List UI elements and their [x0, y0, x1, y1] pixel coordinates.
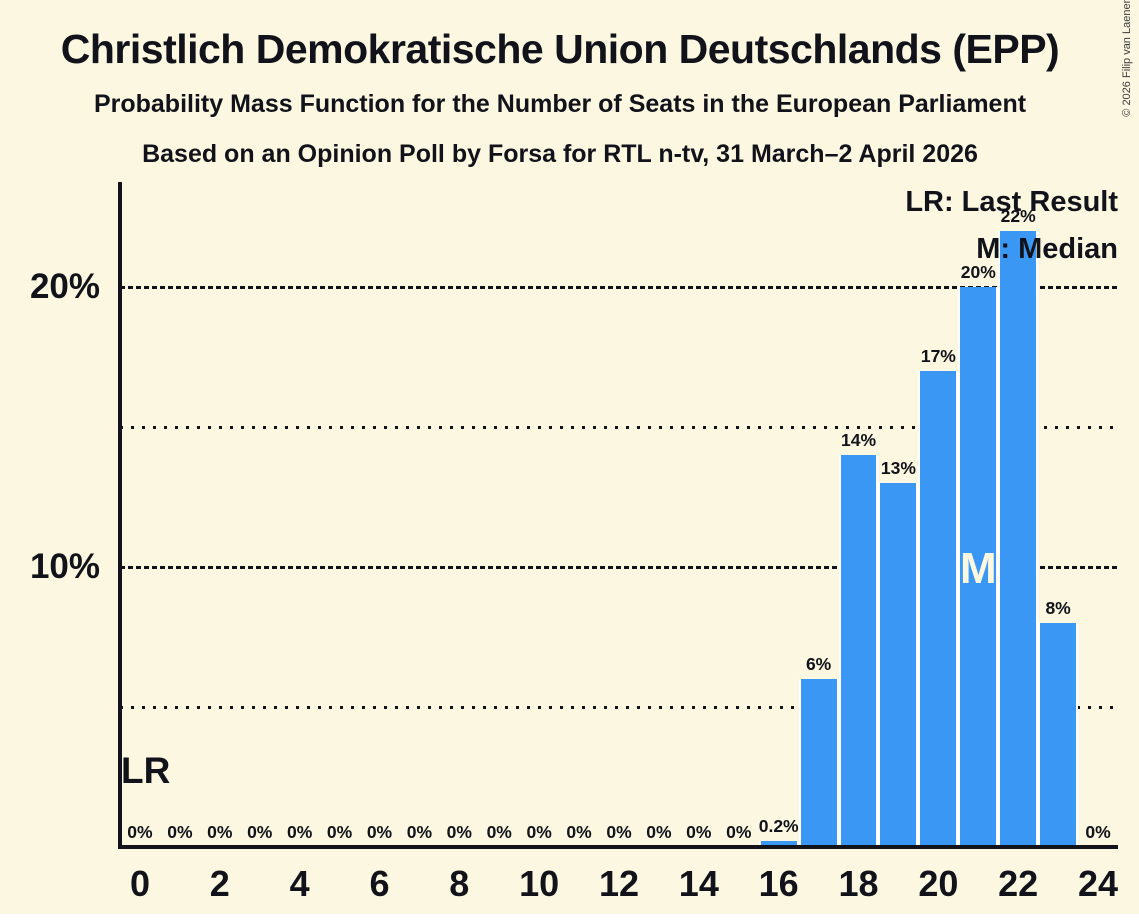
bar-value-label-seat-10: 0%	[526, 822, 552, 842]
bar-value-label-seat-22: 22%	[1000, 206, 1036, 226]
bar-value-label-seat-0: 0%	[127, 822, 153, 842]
x-axis-label-14: 14	[678, 863, 719, 904]
x-axis-label-22: 22	[998, 863, 1039, 904]
bar-value-label-seat-14: 0%	[686, 822, 712, 842]
x-axis-label-2: 2	[209, 863, 230, 904]
x-axis-label-0: 0	[129, 863, 150, 904]
x-axis-label-6: 6	[369, 863, 390, 904]
y-axis-label-20pct: 20%	[29, 267, 100, 306]
chart-subtitle: Probability Mass Function for the Number…	[93, 90, 1027, 118]
last-result-marker: LR	[121, 750, 171, 791]
bar-value-label-seat-8: 0%	[446, 822, 472, 842]
bar-value-label-seat-18: 14%	[841, 430, 877, 450]
bar-value-label-seat-9: 0%	[486, 822, 512, 842]
x-axis-label-24: 24	[1078, 863, 1119, 904]
y-axis-line	[118, 182, 122, 848]
x-axis-label-10: 10	[519, 863, 560, 904]
x-axis-label-18: 18	[838, 863, 879, 904]
chart-source-line: Based on an Opinion Poll by Forsa for RT…	[142, 140, 978, 168]
bar-value-label-seat-1: 0%	[167, 822, 193, 842]
bar-value-label-seat-4: 0%	[286, 822, 313, 842]
legend-last-result: LR: Last Result	[905, 186, 1118, 218]
bar-value-label-seat-15: 0%	[726, 822, 752, 842]
bar-seat-18	[838, 455, 879, 847]
bar-value-label-seat-11: 0%	[566, 822, 592, 842]
bar-value-label-seat-20: 17%	[920, 346, 956, 366]
bottom-margin	[0, 914, 1139, 924]
gridline-5pct	[120, 705, 1118, 709]
x-axis-label-4: 4	[289, 863, 310, 904]
bar-seat-16	[758, 841, 799, 847]
bar-value-label-seat-2: 0%	[207, 822, 233, 842]
bar-seat-17	[798, 679, 839, 847]
bar-seat-22	[998, 231, 1039, 847]
gridline-20pct	[120, 285, 1118, 289]
bar-value-label-seat-23: 8%	[1045, 598, 1071, 618]
x-axis-line	[118, 845, 1118, 849]
bar-value-label-seat-7: 0%	[406, 822, 433, 842]
bar-value-label-seat-17: 6%	[805, 654, 832, 674]
bar-seat-23	[1038, 623, 1079, 847]
bar-seat-21	[958, 287, 999, 847]
bar-value-label-seat-5: 0%	[326, 822, 353, 842]
y-axis-label-10pct: 10%	[29, 547, 100, 586]
x-axis-label-16: 16	[758, 863, 799, 904]
x-axis-label-12: 12	[598, 863, 640, 904]
bar-value-label-seat-13: 0%	[646, 822, 672, 842]
legend-median: M: Median	[976, 233, 1118, 265]
bar-value-label-seat-24: 0%	[1085, 822, 1111, 842]
x-axis-label-20: 20	[918, 863, 959, 904]
x-axis-label-8: 8	[449, 863, 470, 904]
bar-value-label-seat-21: 20%	[960, 262, 996, 282]
median-marker: M	[959, 544, 997, 593]
bar-value-label-seat-16: 0.2%	[758, 816, 799, 837]
gridline-10pct	[120, 565, 1118, 569]
bar-value-label-seat-3: 0%	[247, 822, 273, 842]
bar-value-label-seat-12: 0%	[606, 822, 632, 842]
bar-value-label-seat-19: 13%	[880, 458, 916, 478]
bar-value-label-seat-6: 0%	[366, 822, 393, 842]
gridline-15pct	[120, 425, 1118, 429]
chart-title: Christlich Demokratische Union Deutschla…	[60, 26, 1060, 72]
bar-seat-19	[878, 483, 919, 847]
bar-seat-20	[918, 371, 959, 847]
